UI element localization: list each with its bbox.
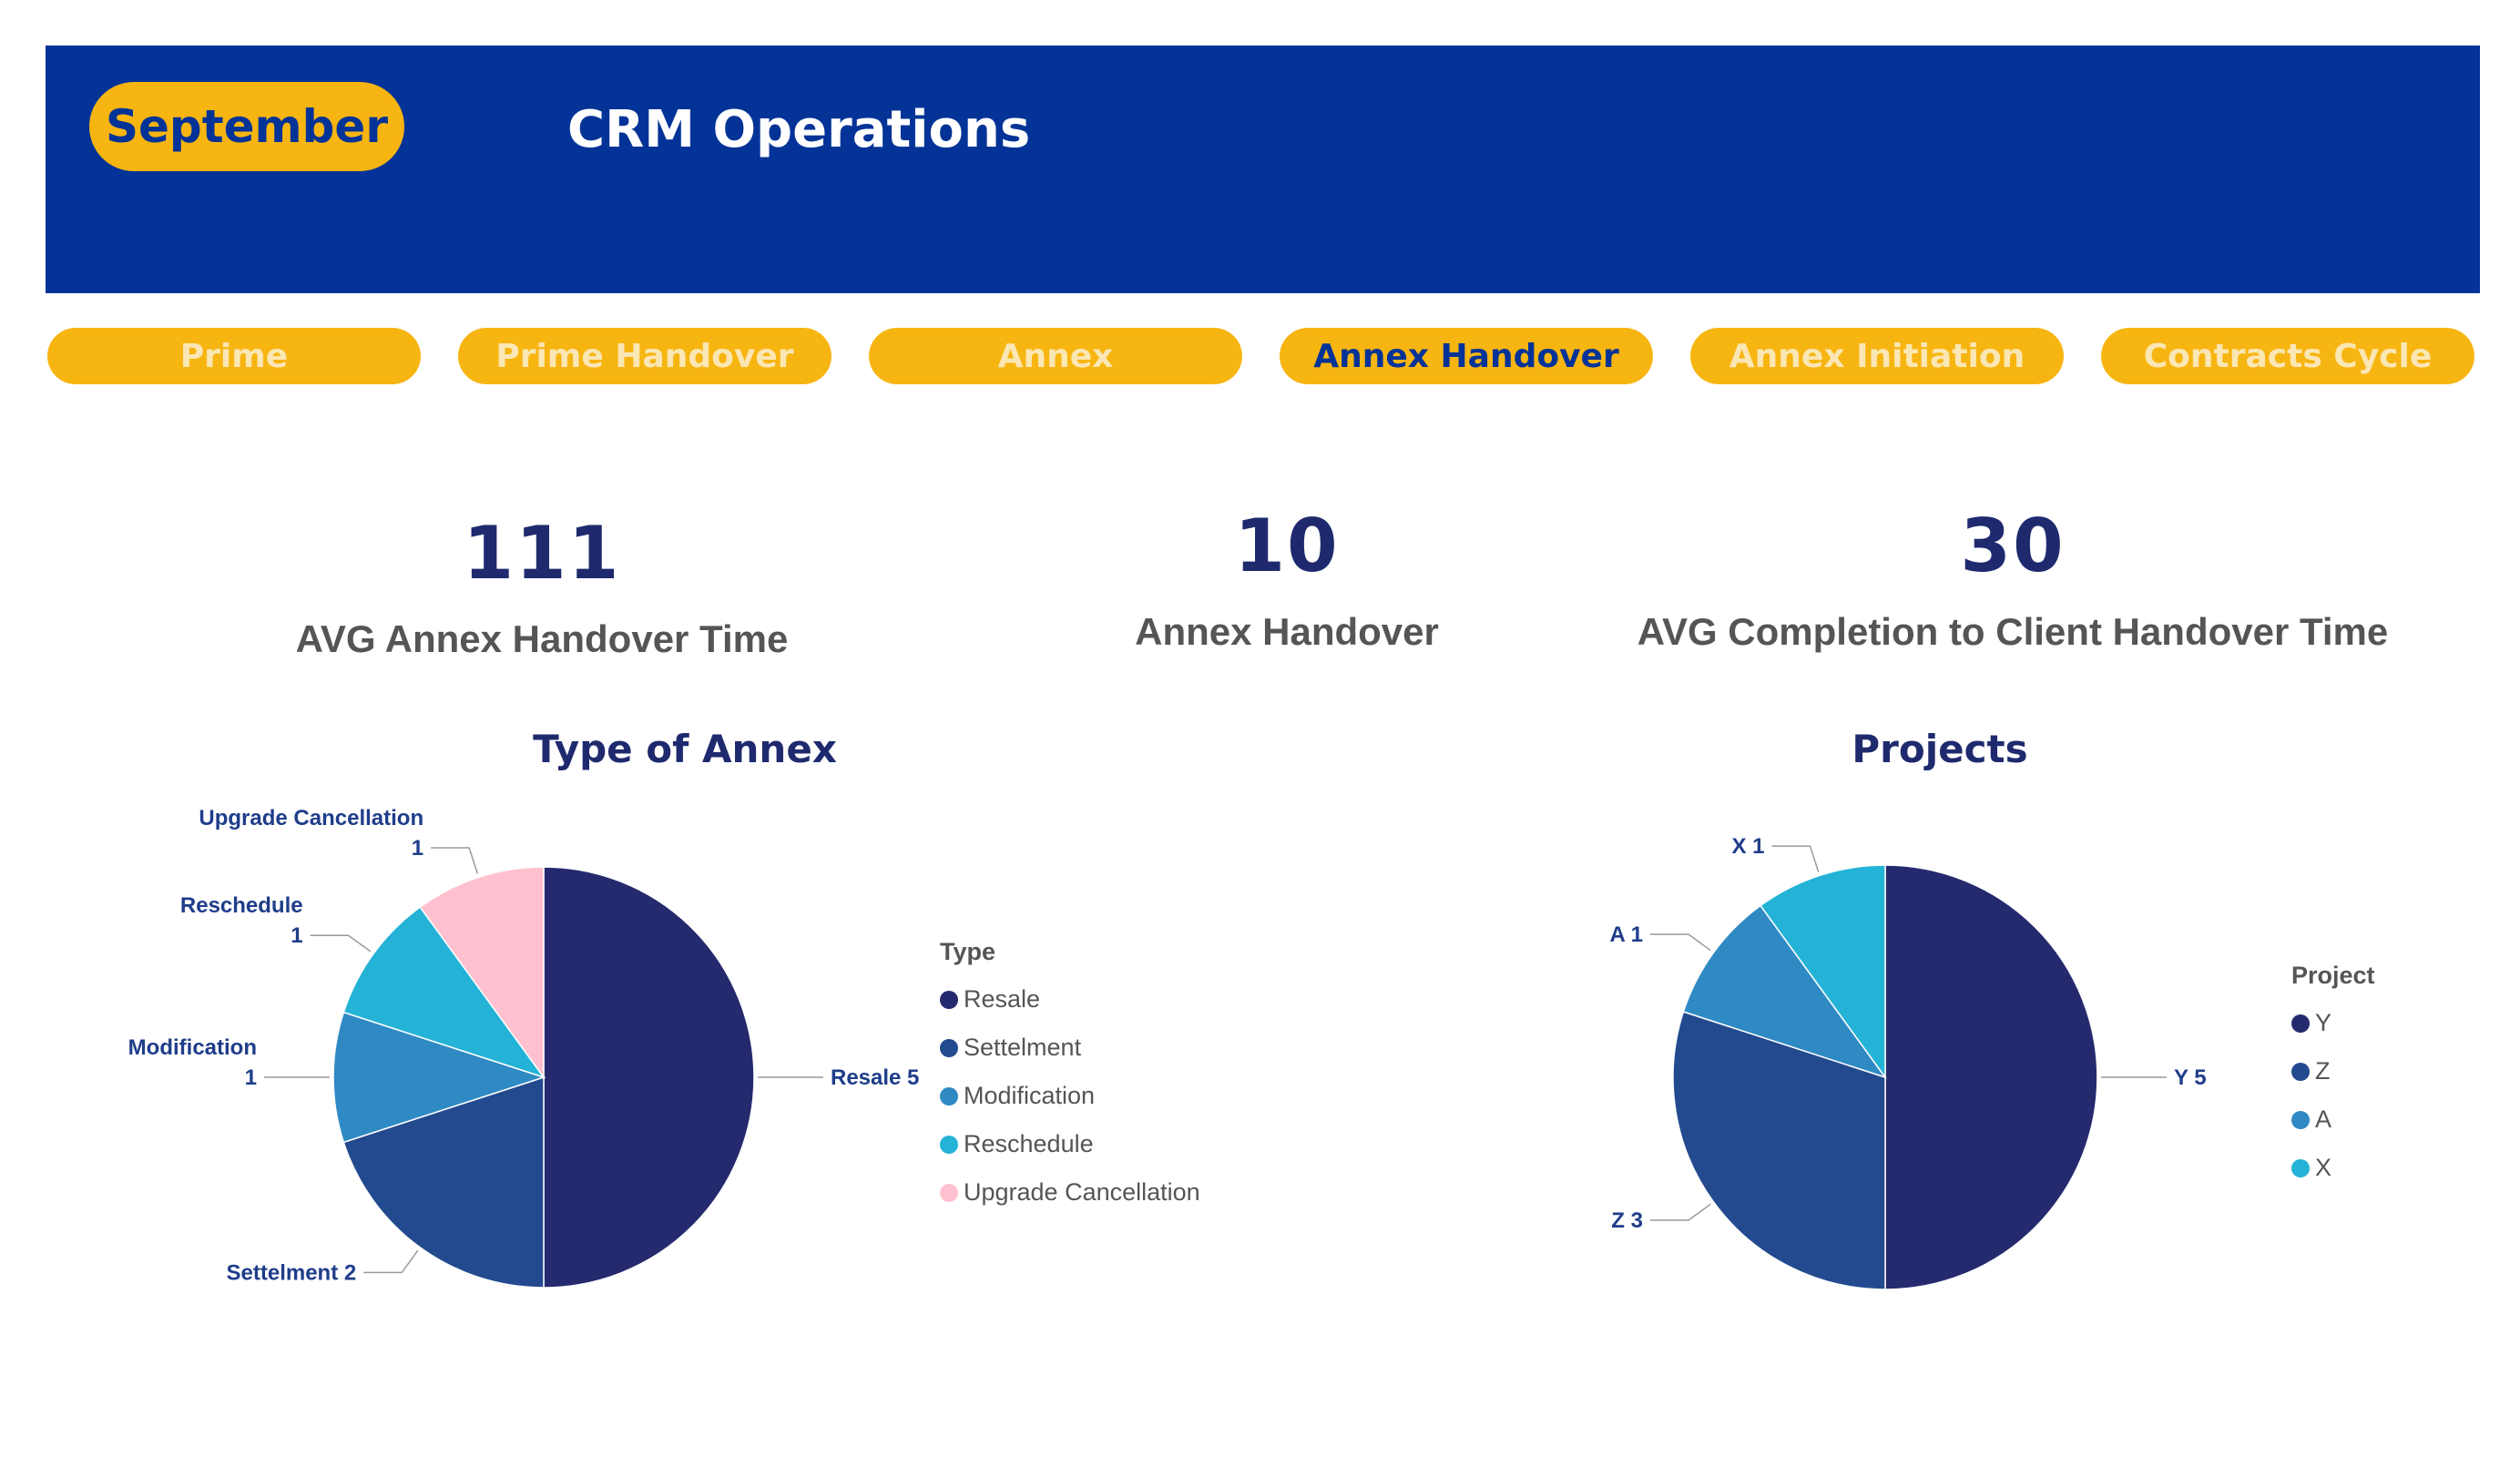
header-banner [46,46,2480,293]
legend-item-y[interactable]: Y [2291,999,2375,1047]
kpi-value: 111 [463,511,621,596]
kpi-avg-completion-to-client-handover-time: 30 AVG Completion to Client Handover Tim… [1612,510,2413,654]
data-label: Reschedule [180,893,303,918]
type-of-annex-legend: Type Resale Settelment Modification Resched… [940,938,1200,1217]
legend-dot-icon [940,990,958,1009]
leader-line [363,1249,419,1274]
legend-dot-icon [2291,1062,2310,1081]
data-label: Resale 5 [831,1065,919,1090]
data-label: 1 [412,836,423,861]
pie-slice-a[interactable] [1682,904,1887,1079]
tab-contracts-cycle[interactable]: Contracts Cycle [2101,328,2474,384]
data-label: Z 3 [1611,1208,1643,1233]
legend-label: Z [2315,1057,2331,1085]
chart-title-projects: Projects [1852,727,2028,771]
report-tabs: Prime Prime Handover Annex Annex Handove… [47,328,2477,384]
page-title: CRM Operations [567,100,1031,159]
leader-line [1771,845,1820,872]
tab-annex-handover[interactable]: Annex Handover [1280,328,1653,384]
legend-label: A [2315,1105,2332,1133]
legend-dot-icon [940,1135,958,1154]
legend-title: Project [2291,962,2375,989]
tab-annex[interactable]: Annex [869,328,1242,384]
legend-dot-icon [940,1183,958,1202]
data-label: A 1 [1610,922,1643,947]
kpi-label: AVG Completion to Client Handover Time [1637,610,2389,653]
leader-line [1649,1203,1711,1221]
legend-dot-icon [2291,1110,2310,1129]
data-label: X 1 [1731,834,1764,859]
leader-line [1649,933,1711,952]
legend-label: Upgrade Cancellation [964,1178,1200,1206]
pie-slice-reschedule[interactable] [342,906,546,1079]
pie-slice-settelment[interactable] [342,1075,545,1289]
legend-title: Type [940,938,996,965]
pie-slice-z[interactable] [1672,1011,1886,1290]
data-label: Upgrade Cancellation [199,806,423,830]
pie-slice-upgrade-cancellation[interactable] [419,866,545,1080]
legend-dot-icon [2291,1014,2310,1033]
legend-dot-icon [940,1086,958,1105]
chart-title-type-of-annex: Type of Annex [533,727,837,771]
data-label: Y 5 [2174,1065,2207,1090]
type-of-annex-pie-chart: Resale 5 Settelment 2 Modification 1 Resched… [128,806,919,1289]
pie-slice-modification[interactable] [332,1011,546,1144]
kpi-value: 10 [1234,504,1340,588]
legend-item-modification[interactable]: Modification [940,1072,1200,1120]
legend-item-z[interactable]: Z [2291,1047,2375,1095]
pie-slice-x[interactable] [1759,864,1886,1080]
legend-item-x[interactable]: X [2291,1144,2375,1192]
legend-item-upgrade-cancellation[interactable]: Upgrade Cancellation [940,1168,1200,1217]
data-label: Settelment 2 [227,1260,357,1285]
legend-item-resale[interactable]: Resale [940,975,1200,1024]
data-label: 1 [245,1065,257,1090]
kpi-label: AVG Annex Handover Time [295,617,789,660]
legend-dot-icon [2291,1158,2310,1177]
tab-prime[interactable]: Prime [47,328,421,384]
month-badge[interactable]: September [89,82,404,171]
kpi-annex-handover: 10 Annex Handover [927,510,1647,654]
projects-pie-chart: Y 5 Z 3 A 1 X 1 [1610,834,2207,1290]
legend-label: X [2315,1154,2332,1181]
kpi-avg-annex-handover-time: 111 AVG Annex Handover Time [182,517,902,661]
legend-label: Reschedule [964,1130,1094,1157]
pie-slice-y[interactable] [1884,864,2098,1290]
legend-label: Y [2315,1009,2332,1036]
data-label: Modification [128,1035,257,1060]
kpi-value: 30 [1960,504,2066,588]
leader-line [431,847,479,874]
leader-line [310,934,372,953]
legend-item-settelment[interactable]: Settelment [940,1024,1200,1072]
legend-item-reschedule[interactable]: Reschedule [940,1120,1200,1168]
data-label: 1 [291,923,302,948]
tab-annex-initiation[interactable]: Annex Initiation [1690,328,2064,384]
tab-prime-handover[interactable]: Prime Handover [458,328,831,384]
legend-item-a[interactable]: A [2291,1095,2375,1144]
legend-label: Settelment [964,1034,1082,1061]
legend-label: Resale [964,985,1041,1013]
pie-slice-resale[interactable] [543,866,755,1289]
legend-dot-icon [940,1038,958,1057]
legend-label: Modification [964,1082,1096,1109]
kpi-label: Annex Handover [1135,610,1439,653]
